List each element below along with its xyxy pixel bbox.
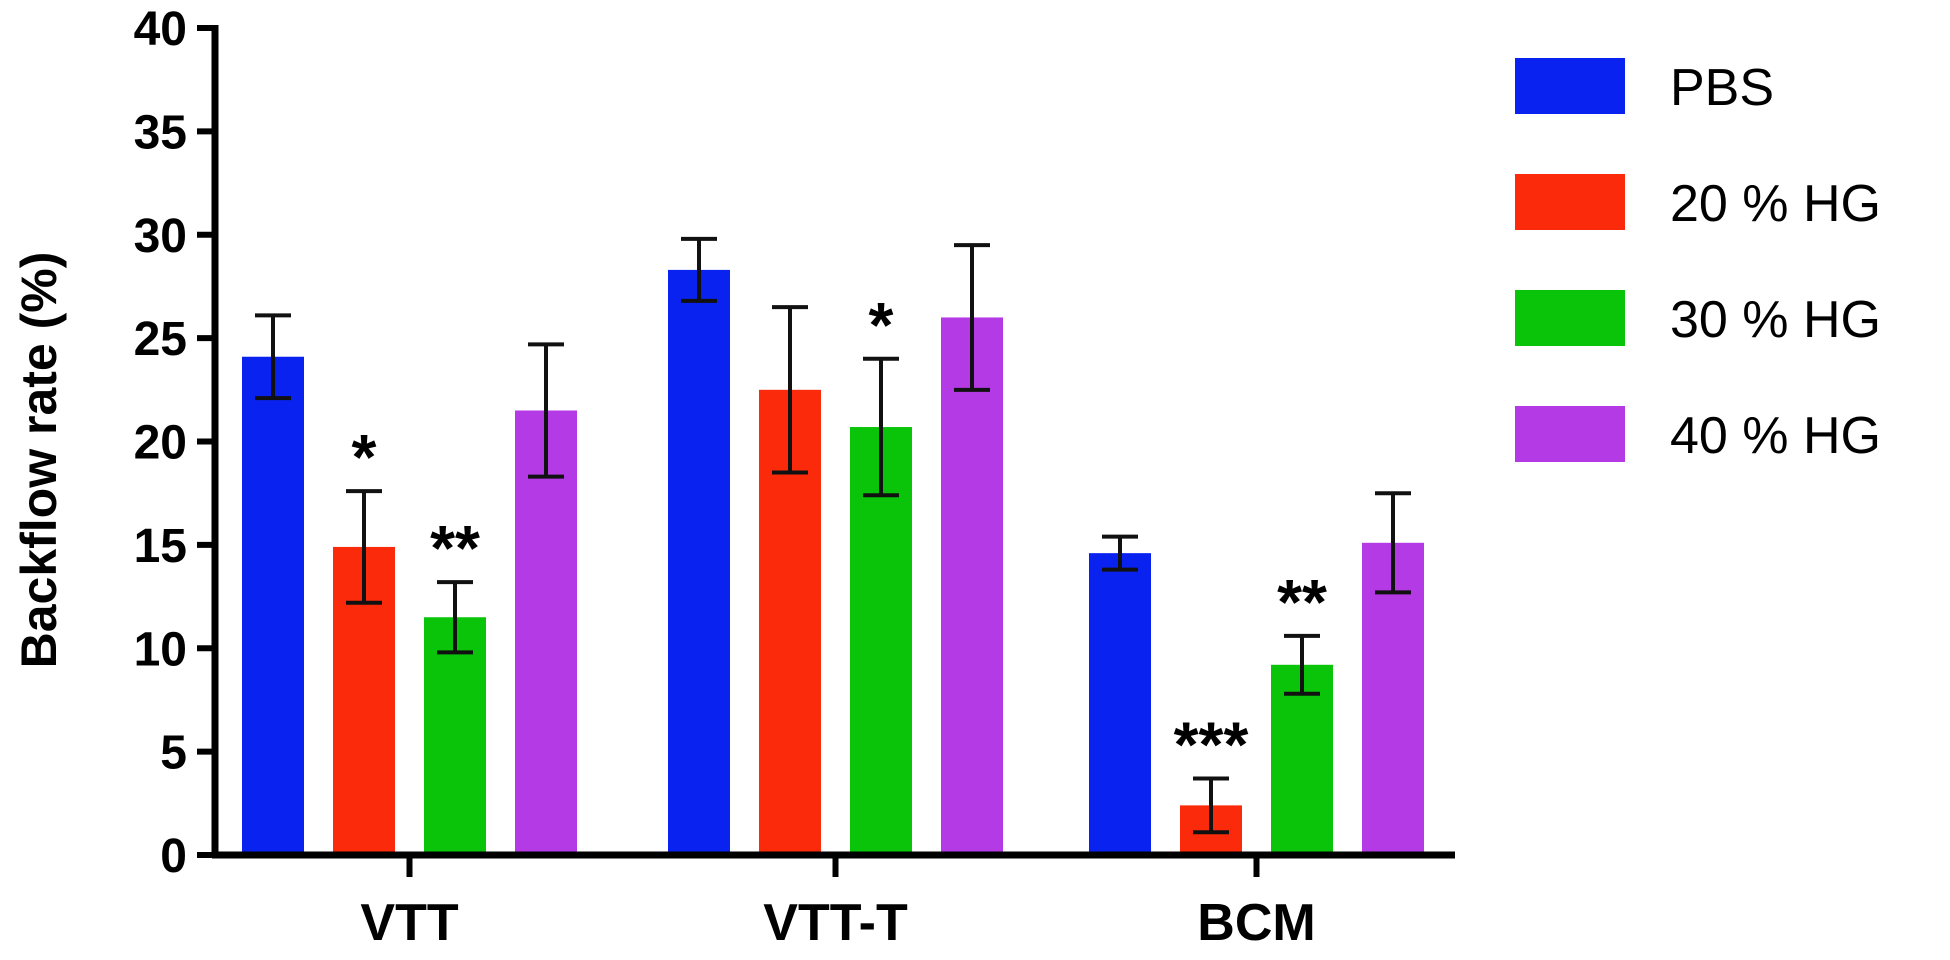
- bar: [941, 317, 1003, 855]
- legend-label: 30 % HG: [1670, 291, 1881, 349]
- significance-marker: *: [869, 289, 894, 361]
- x-axis-categories: VTT VTT-T BCM: [360, 855, 1316, 952]
- bar: [668, 269, 730, 856]
- bar: [242, 356, 304, 855]
- axes: [211, 25, 1455, 859]
- bars: [242, 269, 1424, 856]
- y-tick-label: 10: [134, 623, 187, 676]
- legend-label: 20 % HG: [1670, 175, 1881, 233]
- x-tick-label: VTT: [360, 894, 458, 952]
- bar: [515, 410, 577, 855]
- bar: [850, 427, 912, 855]
- x-tick-label: VTT-T: [763, 894, 908, 952]
- y-axis-ticks: 0 5 10 15 20 25 30 35 40: [134, 3, 215, 883]
- legend-swatch: [1515, 406, 1625, 462]
- y-tick-label: 0: [160, 830, 187, 883]
- y-tick-label: 30: [134, 210, 187, 263]
- y-tick-label: 20: [134, 417, 187, 470]
- legend-swatch: [1515, 290, 1625, 346]
- legend: PBS 20 % HG 30 % HG 40 % HG: [1515, 58, 1881, 465]
- bar: [1362, 542, 1424, 855]
- significance-marker: *: [352, 421, 377, 493]
- significance-marker: **: [430, 512, 480, 584]
- significance-markers: *********: [352, 289, 1327, 781]
- bar: [1271, 664, 1333, 855]
- bar: [1089, 553, 1151, 855]
- legend-swatch: [1515, 174, 1625, 230]
- legend-label: PBS: [1670, 59, 1774, 117]
- y-tick-label: 40: [134, 3, 187, 56]
- legend-swatch: [1515, 58, 1625, 114]
- legend-label: 40 % HG: [1670, 407, 1881, 465]
- y-tick-label: 35: [134, 106, 187, 159]
- y-axis-label: Backflow rate (%): [11, 252, 67, 669]
- x-tick-label: BCM: [1197, 894, 1315, 952]
- bar: [424, 617, 486, 855]
- significance-marker: ***: [1174, 709, 1249, 781]
- y-tick-label: 15: [134, 520, 187, 573]
- y-tick-label: 25: [134, 313, 187, 366]
- y-tick-label: 5: [160, 727, 187, 780]
- significance-marker: **: [1277, 566, 1327, 638]
- error-bars: [255, 236, 1411, 835]
